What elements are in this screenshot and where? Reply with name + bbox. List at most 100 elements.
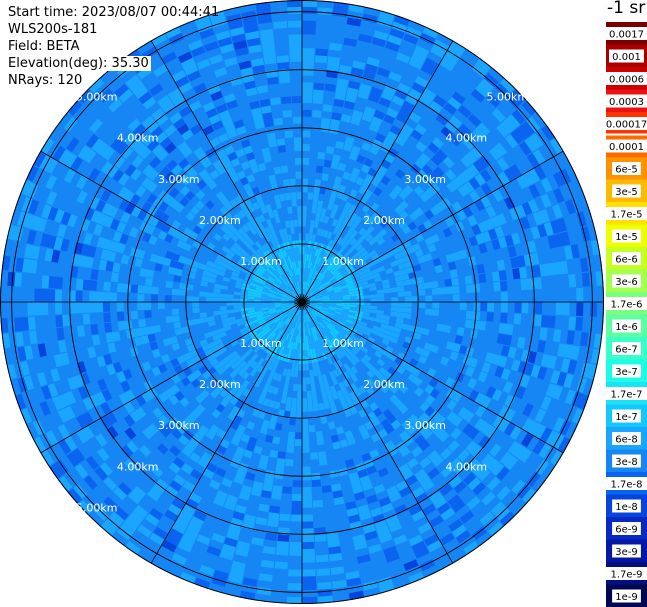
range-gate-cell xyxy=(314,248,319,257)
range-gate-cell xyxy=(131,319,140,329)
range-gate-cell xyxy=(589,302,598,317)
range-gate-cell xyxy=(403,140,415,152)
range-gate-cell xyxy=(302,164,309,172)
range-gate-cell xyxy=(431,472,445,486)
range-gate-cell xyxy=(446,235,456,246)
range-gate-cell xyxy=(322,305,330,308)
range-gate-cell xyxy=(306,274,310,283)
range-gate-cell xyxy=(370,392,380,403)
range-gate-cell xyxy=(389,124,402,136)
range-gate-cell xyxy=(551,433,565,450)
range-gate-cell xyxy=(449,475,463,489)
range-gate-cell xyxy=(316,27,331,36)
range-gate-cell xyxy=(356,154,367,164)
range-gate-cell xyxy=(357,339,366,347)
range-gate-cell xyxy=(326,272,333,279)
range-gate-cell xyxy=(102,291,111,302)
range-gate-cell xyxy=(318,285,326,291)
range-gate-cell xyxy=(130,293,138,302)
range-gate-cell xyxy=(530,455,544,472)
range-gate-cell xyxy=(346,265,354,272)
range-gate-cell xyxy=(311,206,317,214)
range-gate-cell xyxy=(313,75,326,84)
range-gate-cell xyxy=(522,171,535,187)
range-gate-cell xyxy=(253,299,261,302)
range-gate-cell xyxy=(459,302,468,311)
range-gate-cell xyxy=(302,535,315,543)
range-gate-cell xyxy=(359,260,368,268)
range-gate-cell xyxy=(390,311,398,317)
range-gate-cell xyxy=(329,277,337,284)
range-gate-cell xyxy=(284,465,294,474)
range-gate-cell xyxy=(378,270,388,277)
range-gate-cell xyxy=(345,93,357,103)
range-gate-cell xyxy=(418,308,426,315)
range-gate-cell xyxy=(379,219,389,229)
range-gate-cell xyxy=(410,129,423,141)
range-gate-cell xyxy=(368,316,377,322)
range-gate-cell xyxy=(332,283,340,288)
range-gate-cell xyxy=(116,292,124,302)
range-gate-cell xyxy=(302,171,309,179)
range-gate-cell xyxy=(431,309,440,317)
range-gate-cell xyxy=(302,480,312,488)
range-gate-cell xyxy=(464,319,473,329)
range-gate-cell xyxy=(386,130,398,142)
range-gate-cell xyxy=(467,458,481,472)
range-gate-cell xyxy=(308,302,317,304)
range-gate-cell xyxy=(582,209,594,226)
range-gate-cell xyxy=(349,271,358,277)
range-gate-cell xyxy=(452,189,464,201)
range-gate-cell xyxy=(547,275,556,289)
range-gate-cell xyxy=(451,277,460,286)
range-gate-cell xyxy=(457,185,469,197)
range-gate-cell xyxy=(534,393,546,408)
range-gate-cell xyxy=(438,287,447,295)
range-gate-cell xyxy=(497,236,508,249)
range-gate-cell xyxy=(497,419,511,433)
range-gate-cell xyxy=(335,140,345,150)
range-gate-cell xyxy=(346,360,354,369)
range-gate-cell xyxy=(556,217,568,233)
range-gate-cell xyxy=(532,378,544,393)
range-gate-cell xyxy=(462,423,475,436)
range-gate-cell xyxy=(304,288,308,296)
range-gate-cell xyxy=(506,280,515,291)
range-gate-cell xyxy=(438,309,447,317)
range-gate-cell xyxy=(297,391,302,399)
range-gate-cell xyxy=(287,589,302,598)
range-gate-cell xyxy=(496,103,511,118)
range-gate-cell xyxy=(344,277,353,283)
range-gate-cell xyxy=(449,133,463,147)
range-gate-cell xyxy=(226,302,234,306)
range-gate-cell xyxy=(391,348,401,357)
range-gate-cell xyxy=(391,64,405,77)
range-gate-cell xyxy=(398,334,407,342)
range-gate-cell xyxy=(426,433,438,445)
range-gate-cell xyxy=(396,280,404,287)
range-gate-cell xyxy=(302,404,308,413)
range-gate-cell xyxy=(323,252,330,261)
range-gate-cell xyxy=(374,224,384,233)
range-gate-cell xyxy=(433,240,444,251)
range-gate-cell xyxy=(325,284,333,290)
range-gate-cell xyxy=(411,307,419,314)
range-gate-cell xyxy=(521,100,537,116)
range-gate-cell xyxy=(315,172,323,180)
range-gate-cell xyxy=(501,490,517,506)
range-gate-cell xyxy=(322,297,330,300)
range-gate-cell xyxy=(334,310,343,315)
range-gate-cell xyxy=(380,53,396,65)
range-gate-cell xyxy=(306,383,312,392)
range-gate-cell xyxy=(532,264,542,278)
range-gate-cell xyxy=(559,329,569,344)
range-gate-cell xyxy=(401,273,410,281)
range-gate-cell xyxy=(457,141,471,155)
range-gate-cell xyxy=(343,345,351,354)
range-gate-cell xyxy=(351,167,361,177)
range-gate-cell xyxy=(363,305,371,310)
range-gate-cell xyxy=(13,317,23,332)
range-gate-cell xyxy=(333,242,340,251)
range-gate-cell xyxy=(40,288,49,302)
range-gate-cell xyxy=(446,46,463,60)
